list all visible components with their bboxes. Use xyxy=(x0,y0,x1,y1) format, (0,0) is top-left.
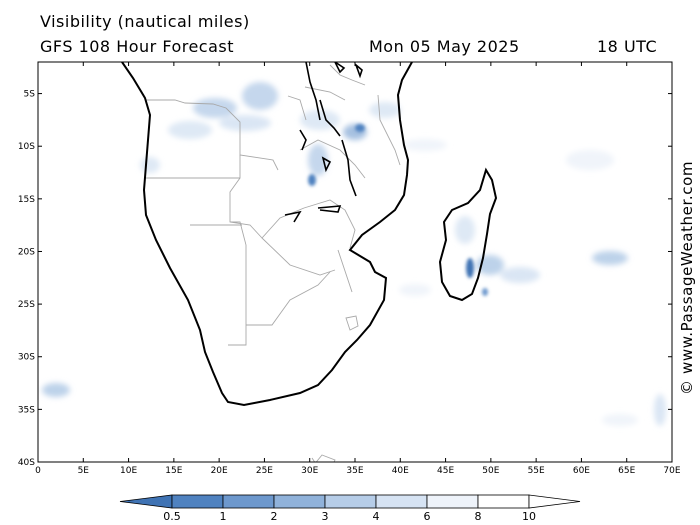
lakes xyxy=(284,62,363,223)
lon-tick-label: 10E xyxy=(120,466,137,476)
legend-swatch xyxy=(528,494,581,509)
lon-tick-label: 30E xyxy=(301,466,318,476)
legend-swatch xyxy=(171,494,224,509)
legend-swatch xyxy=(119,494,173,509)
legend-swatch xyxy=(375,494,428,509)
forecast-hour: 18 UTC xyxy=(597,37,658,56)
lon-tick-label: 65E xyxy=(618,466,635,476)
lat-tick-label: 20S xyxy=(18,247,35,257)
madagascar-coastline xyxy=(438,167,498,302)
lat-tick-label: 5S xyxy=(24,90,36,100)
africa-coastline xyxy=(121,62,413,407)
legend-swatch xyxy=(222,494,275,509)
lon-tick-label: 15E xyxy=(165,466,182,476)
lon-tick-label: 0 xyxy=(35,466,41,476)
longitude-axis: 0 5E 10E 15E 20E 25E 30E 35E 40E 45E 50E 55E 60E 65E 7… xyxy=(35,62,681,476)
legend-label: 0.5 xyxy=(163,510,181,523)
map-frame xyxy=(37,61,673,463)
lon-tick-label: 50E xyxy=(482,466,499,476)
legend-swatch xyxy=(324,494,377,509)
lon-tick-label: 5E xyxy=(78,466,90,476)
forecast-date: Mon 05 May 2025 xyxy=(369,37,520,56)
lon-tick-label: 35E xyxy=(346,466,363,476)
lon-tick-label: 40E xyxy=(392,466,409,476)
country-borders xyxy=(145,64,401,462)
lat-tick-label: 35S xyxy=(18,405,35,415)
forecast-model-label: GFS 108 Hour Forecast xyxy=(40,37,235,56)
lat-tick-label: 25S xyxy=(18,300,35,310)
lon-tick-label: 45E xyxy=(437,466,454,476)
lon-tick-label: 20E xyxy=(211,466,228,476)
legend-label: 3 xyxy=(322,510,329,523)
legend-swatch xyxy=(426,494,479,509)
visibility-legend: 0.5 1 2 3 4 6 8 10 xyxy=(119,494,581,523)
legend-label: 2 xyxy=(271,510,278,523)
lat-tick-label: 15S xyxy=(18,195,35,205)
legend-label: 8 xyxy=(475,510,482,523)
map-layers xyxy=(42,62,666,462)
lon-tick-label: 60E xyxy=(573,466,590,476)
map-title: Visibility (nautical miles) xyxy=(40,12,250,31)
lat-tick-label: 40S xyxy=(18,458,35,468)
lon-tick-label: 55E xyxy=(528,466,545,476)
legend-swatch xyxy=(273,494,326,509)
lon-tick-label: 25E xyxy=(256,466,273,476)
legend-label: 1 xyxy=(220,510,227,523)
lon-tick-label: 70E xyxy=(663,466,680,476)
legend-label: 4 xyxy=(373,510,380,523)
legend-label: 6 xyxy=(424,510,431,523)
lat-tick-label: 30S xyxy=(18,353,35,363)
visibility-shading-dense xyxy=(308,124,488,296)
lat-tick-label: 10S xyxy=(18,142,35,152)
latitude-axis: 5S 10S 15S 20S 25S 30S 35S 40S xyxy=(18,90,672,468)
legend-label: 10 xyxy=(522,510,536,523)
visibility-shading xyxy=(42,82,666,426)
legend-swatch xyxy=(477,494,530,509)
